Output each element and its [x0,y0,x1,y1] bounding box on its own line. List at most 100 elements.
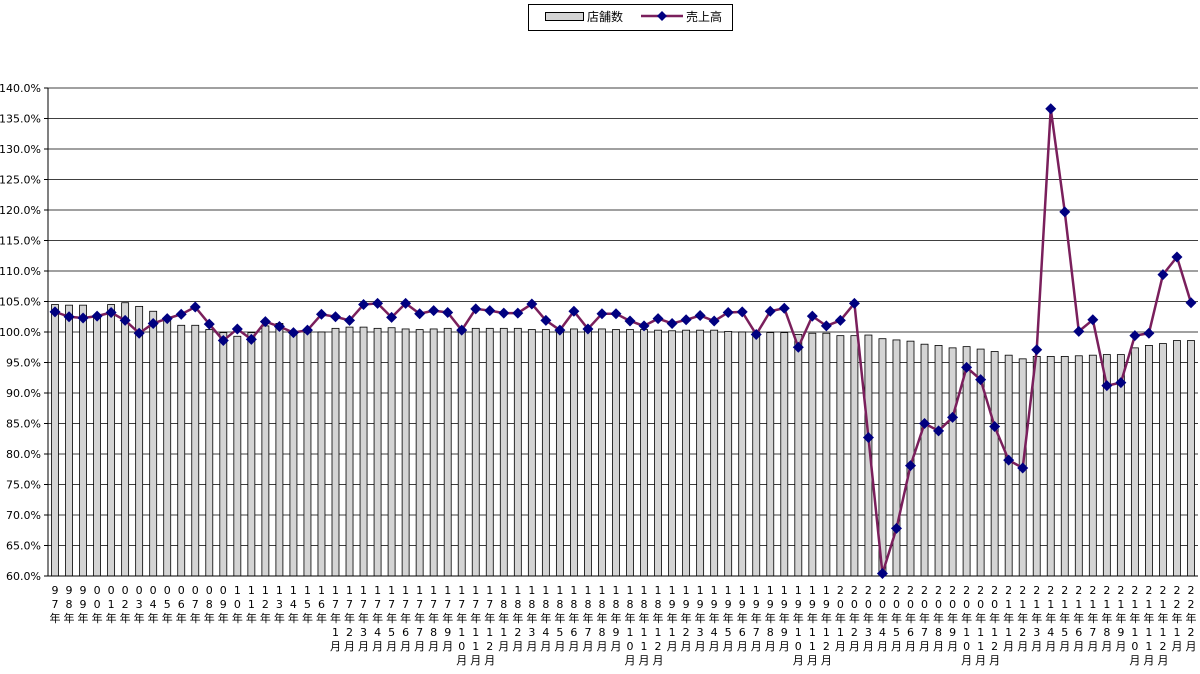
bar [471,327,480,577]
bars [51,302,1195,577]
bar [555,329,564,577]
bar [668,330,676,577]
bar [79,304,87,577]
bar [121,302,130,577]
bar [780,332,789,577]
bar [401,328,410,577]
y-tick-label: 100.0% [0,326,41,339]
sales-point [820,320,832,332]
y-tick-label: 85.0% [6,418,41,431]
bar [1159,343,1167,577]
bar [598,328,606,577]
bar [65,304,73,577]
sales-point [161,313,173,325]
bar [485,327,494,577]
sales-point [372,297,384,309]
bar [1173,340,1181,577]
sales-point [568,305,580,317]
sales-point [876,568,888,580]
sales-point [512,307,524,319]
bar [612,329,620,577]
y-tick-label: 105.0% [0,296,41,309]
y-tick-label: 80.0% [6,448,41,461]
sales-point [105,306,117,318]
sales-point [301,324,313,336]
bar [962,346,971,577]
sales-point [456,324,468,336]
sales-point [203,318,215,330]
sales-point [147,317,159,329]
sales-point [1003,454,1015,466]
sales-point [540,314,552,326]
bar [710,329,719,577]
sales-point [1045,103,1057,115]
sales-point [596,308,608,320]
sales-line-series [49,103,1197,580]
sales-point [961,361,973,373]
y-axis-ticks: 60.0% 65.0% 70.0% 75.0% 80.0% 85.0% 90.0% 95.0%… [0,82,41,583]
bar [135,305,144,577]
sales-point [189,301,201,313]
sales-point [484,305,496,317]
bar [541,329,550,577]
bar [233,335,242,577]
bar [289,330,298,577]
sales-point [245,333,257,345]
bar [808,332,817,577]
sales-point [666,317,678,329]
bar [415,329,424,577]
bar [107,304,116,577]
sales-point [610,308,622,320]
legend-line-swatch [641,11,683,21]
bar [261,325,270,577]
sales-point [1171,251,1183,263]
sales-point [330,311,341,323]
y-tick-label: 90.0% [6,387,41,400]
bar [724,330,733,577]
bar [149,310,158,577]
sales-point [764,305,776,317]
bar [93,314,101,577]
sales-point [680,314,692,326]
axes [44,87,1198,577]
sales-point [947,411,959,423]
sales-point [862,432,874,444]
bar [990,351,999,577]
bar [219,332,228,577]
sales-point [414,308,426,320]
sales-point [1185,297,1197,309]
sales-point [890,522,902,534]
